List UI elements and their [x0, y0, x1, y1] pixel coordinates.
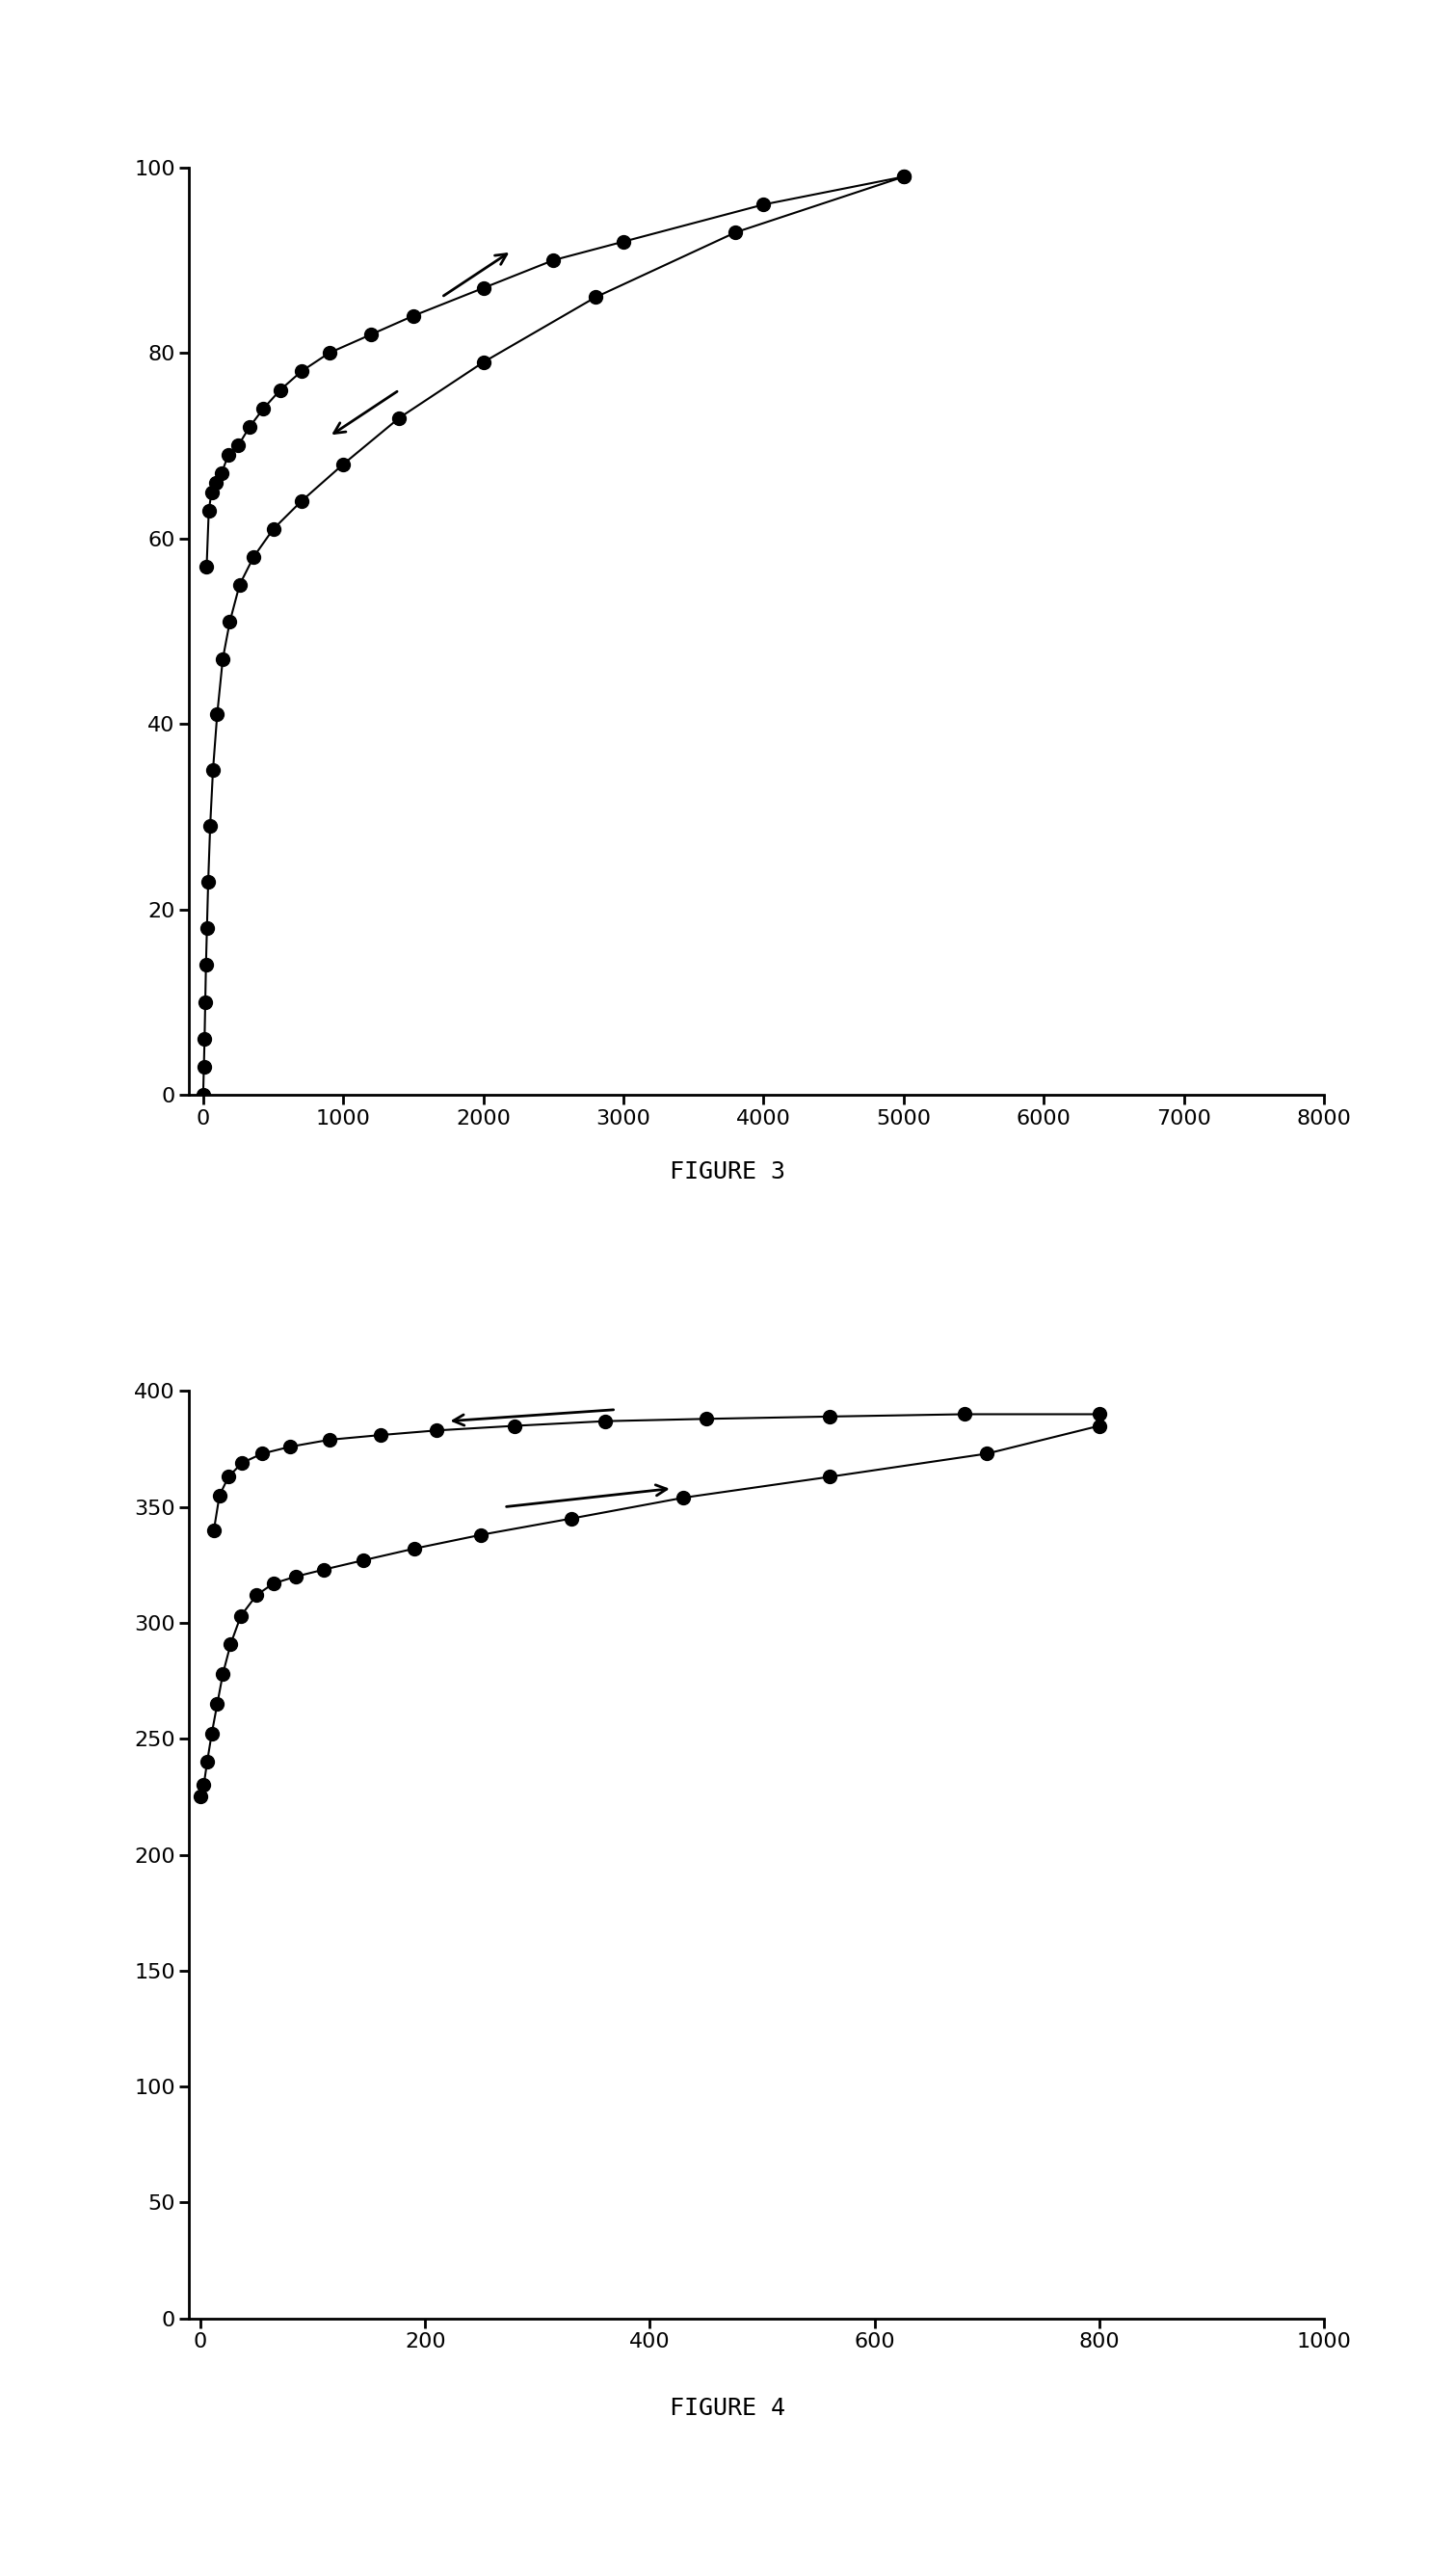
Text: FIGURE 4: FIGURE 4	[669, 2398, 786, 2419]
Text: FIGURE 3: FIGURE 3	[669, 1162, 786, 1182]
